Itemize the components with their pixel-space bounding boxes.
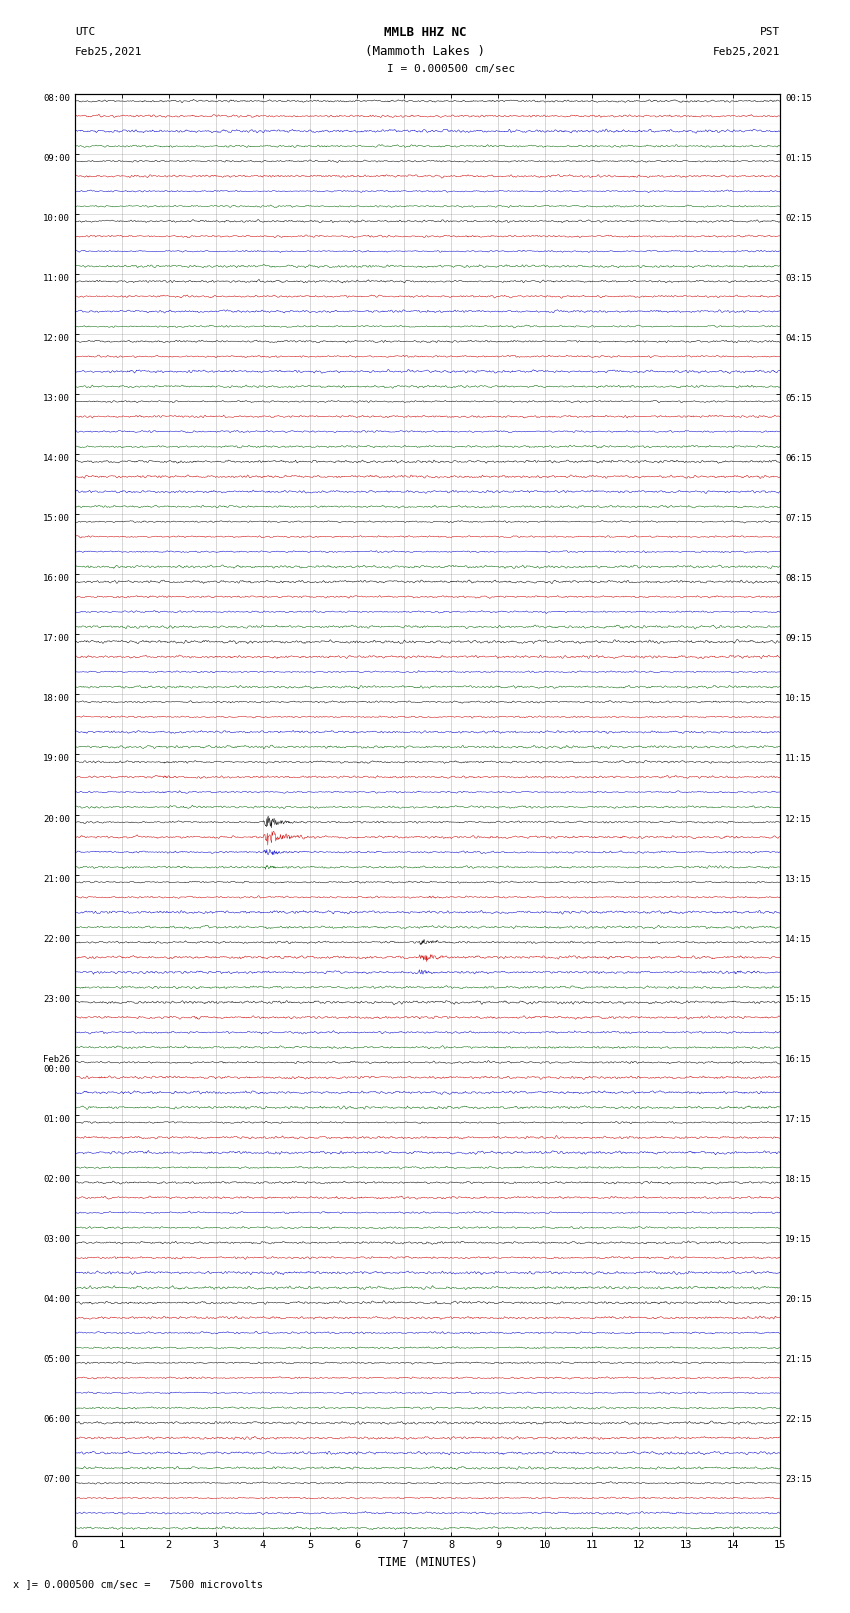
Text: Feb25,2021: Feb25,2021 — [713, 47, 780, 56]
X-axis label: TIME (MINUTES): TIME (MINUTES) — [377, 1557, 478, 1569]
Text: PST: PST — [760, 27, 780, 37]
Text: MMLB HHZ NC: MMLB HHZ NC — [383, 26, 467, 39]
Text: UTC: UTC — [75, 27, 95, 37]
Text: x ]= 0.000500 cm/sec =   7500 microvolts: x ]= 0.000500 cm/sec = 7500 microvolts — [13, 1579, 263, 1589]
Text: I = 0.000500 cm/sec: I = 0.000500 cm/sec — [387, 65, 515, 74]
Text: (Mammoth Lakes ): (Mammoth Lakes ) — [365, 45, 485, 58]
Text: Feb25,2021: Feb25,2021 — [75, 47, 142, 56]
